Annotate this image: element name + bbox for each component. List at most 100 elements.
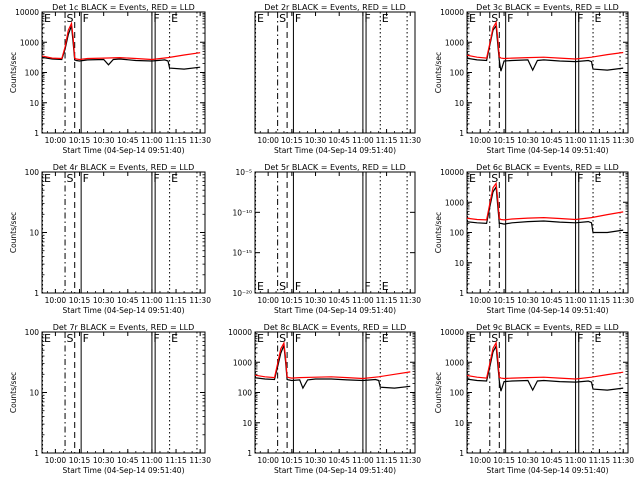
x-tick-label: 11:00: [352, 456, 374, 465]
panel-title: Det 8c BLACK = Events, RED = LLD: [264, 323, 407, 332]
x-tick-label: 10:15: [281, 456, 303, 465]
y-tick-label: 10000: [440, 328, 464, 337]
event-marker-label: E: [44, 332, 51, 345]
x-tick-label: 10:00: [45, 136, 67, 145]
x-tick-label: 11:00: [141, 456, 163, 465]
event-marker-label: E: [382, 12, 389, 25]
event-marker-label: F: [153, 12, 159, 25]
x-tick-label: 11:15: [589, 136, 611, 145]
x-axis-label: Start Time (04-Sep-14 09:51:40): [274, 466, 396, 475]
panel-title: Det 5r BLACK = Events, RED = LLD: [264, 163, 406, 172]
panel-title: Det 6c BLACK = Events, RED = LLD: [476, 163, 619, 172]
plot-frame: [254, 331, 416, 454]
event-marker-label: E: [171, 12, 178, 25]
x-tick-label: 11:30: [189, 136, 211, 145]
event-marker-label: S: [491, 12, 498, 25]
y-tick-label: 10⁻¹⁰: [232, 208, 252, 217]
x-tick-label: 10:30: [517, 456, 539, 465]
event-marker-label: E: [44, 172, 51, 185]
event-marker-label: E: [595, 332, 602, 345]
x-tick-label: 11:15: [589, 456, 611, 465]
x-axis-label: Start Time (04-Sep-14 09:51:40): [274, 146, 396, 155]
event-marker-label: S: [491, 332, 498, 345]
series-events-line: [467, 24, 624, 72]
x-tick-label: 10:15: [69, 456, 91, 465]
y-tick-label: 100: [238, 389, 253, 398]
y-axis-label: Counts/sec: [434, 52, 443, 93]
event-marker-label: E: [469, 172, 476, 185]
x-tick-label: 11:15: [165, 456, 187, 465]
x-tick-label: 11:00: [141, 136, 163, 145]
event-marker-label: E: [469, 332, 476, 345]
x-tick-label: 11:30: [399, 136, 421, 145]
y-tick-label: 1000: [445, 198, 464, 207]
x-tick-label: 10:45: [117, 456, 139, 465]
x-tick-label: 11:30: [612, 136, 634, 145]
event-marker-label: S: [279, 12, 286, 25]
x-axis-label: Start Time (04-Sep-14 09:51:40): [63, 306, 185, 315]
x-tick-label: 10:15: [281, 136, 303, 145]
event-marker-label: F: [153, 172, 159, 185]
event-marker-label: E: [171, 332, 178, 345]
series-lld-line: [467, 20, 624, 60]
event-marker-label: F: [507, 12, 513, 25]
event-marker-label: E: [382, 332, 389, 345]
plot-frame: [254, 171, 416, 294]
x-tick-label: 11:15: [376, 136, 398, 145]
panel-title: Det 3c BLACK = Events, RED = LLD: [476, 3, 619, 12]
event-marker-label: F: [83, 172, 89, 185]
x-tick-label: 10:30: [305, 456, 327, 465]
panel-title: Det 1c BLACK = Events, RED = LLD: [52, 3, 195, 12]
y-tick-label: 10000: [440, 168, 464, 177]
event-marker-label: E: [257, 332, 264, 345]
event-marker-label: E: [595, 172, 602, 185]
event-marker-label: F: [364, 332, 370, 345]
x-tick-label: 10:15: [69, 296, 91, 305]
series-lld-line: [42, 21, 201, 61]
x-tick-label: 10:30: [517, 136, 539, 145]
series-lld-line: [255, 341, 411, 380]
y-tick-label: 1000: [445, 358, 464, 367]
x-tick-label: 11:00: [141, 296, 163, 305]
plot-frame: [41, 11, 206, 134]
x-tick-label: 10:00: [45, 296, 67, 305]
y-tick-label: 1: [247, 449, 252, 458]
y-axis-label: Counts/sec: [434, 212, 443, 253]
x-tick-label: 10:00: [257, 136, 279, 145]
x-tick-label: 11:30: [189, 456, 211, 465]
y-tick-label: 1000: [20, 38, 39, 47]
event-marker-label: F: [577, 172, 583, 185]
x-tick-label: 10:15: [493, 296, 515, 305]
x-tick-label: 10:45: [328, 456, 350, 465]
series-events-line: [255, 345, 411, 390]
event-marker-label: F: [577, 12, 583, 25]
event-marker-label: S: [279, 280, 286, 293]
y-tick-label: 1: [34, 449, 39, 458]
x-tick-label: 11:15: [165, 136, 187, 145]
y-tick-label: 100: [25, 168, 40, 177]
event-marker-label: F: [577, 332, 583, 345]
y-tick-label: 1: [459, 129, 464, 138]
y-tick-label: 10⁻⁵: [235, 168, 252, 177]
panel-title: Det 9c BLACK = Events, RED = LLD: [476, 323, 619, 332]
event-marker-label: F: [507, 172, 513, 185]
event-marker-label: F: [364, 280, 370, 293]
y-tick-label: 100: [450, 69, 465, 78]
event-marker-label: S: [491, 172, 498, 185]
x-tick-label: 11:00: [352, 296, 374, 305]
x-tick-label: 10:30: [517, 296, 539, 305]
x-tick-label: 10:45: [328, 136, 350, 145]
plot-frame: [41, 171, 206, 294]
x-tick-label: 11:30: [612, 456, 634, 465]
y-tick-label: 10000: [440, 8, 464, 17]
event-marker-label: F: [295, 332, 301, 345]
x-tick-label: 11:15: [589, 296, 611, 305]
y-tick-label: 1: [34, 289, 39, 298]
y-tick-label: 100: [450, 229, 465, 238]
